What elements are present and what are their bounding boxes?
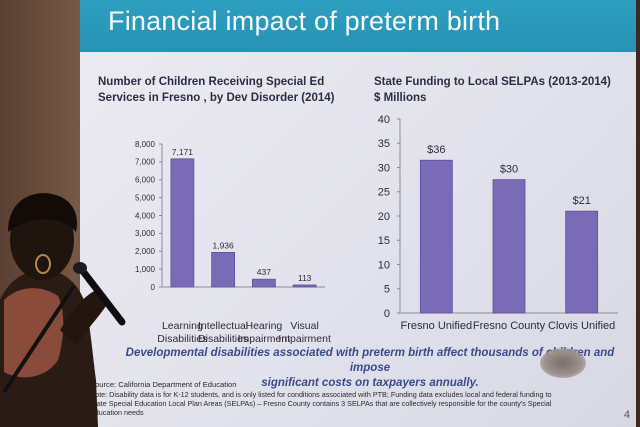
selpa-funding-bar-chart: 0 5 10 15 20 25 30 35 40 $36 Fresno Unified $30 Fres… (378, 114, 618, 332)
category-label: Disabilities (157, 333, 207, 345)
slide-tagline: Developmental disabilities associated wi… (110, 346, 630, 391)
y-tick-label: 0 (151, 283, 156, 292)
y-tick-label: 25 (378, 187, 390, 199)
bar (565, 210, 599, 314)
y-tick-label: 6,000 (135, 176, 156, 185)
y-tick-label: 15 (378, 235, 390, 247)
bar (211, 251, 236, 288)
source-note: Source: California Department of Educati… (90, 380, 237, 389)
bar (292, 284, 317, 288)
y-tick-label: 20 (378, 211, 390, 223)
data-label: $36 (427, 144, 445, 156)
category-label: Clovis Unified (548, 320, 615, 332)
data-label: 1,936 (212, 240, 234, 250)
y-tick-label: 30 (378, 162, 390, 174)
y-tick-label: 1,000 (135, 265, 156, 274)
category-label: Fresno County (473, 320, 546, 332)
note-line1: Note: Disability data is for K-12 studen… (90, 390, 552, 399)
left-chart-heading-line1: Number of Children Receiving Special Ed (98, 76, 325, 88)
right-chart-heading-line2: $ Millions (374, 92, 427, 104)
right-chart-heading: State Funding to Local SELPAs (2013-2014… (374, 74, 611, 106)
category-label: Disabilities (198, 333, 248, 345)
slide-title-banner: Financial impact of preterm birth (80, 0, 636, 52)
y-tick-label: 0 (384, 308, 390, 320)
tagline-line1: Developmental disabilities associated wi… (125, 347, 615, 374)
y-tick-label: 10 (378, 259, 390, 271)
room-background (0, 0, 90, 427)
right-chart-heading-line1: State Funding to Local SELPAs (2013-2014… (374, 76, 611, 88)
y-tick-label: 4,000 (135, 211, 156, 220)
category-label: Impairment (278, 333, 331, 345)
y-tick-label: 35 (378, 138, 390, 150)
y-tick-label: 8,000 (135, 140, 156, 149)
special-ed-bar-chart: 0 1,000 2,000 3,000 4,000 5,000 6,000 7,000 8,00… (135, 140, 331, 345)
bar (251, 278, 276, 288)
slide-page-number: 4 (623, 409, 630, 421)
bar (492, 179, 526, 314)
projector-smudge (540, 348, 586, 378)
y-tick-label: 3,000 (135, 229, 156, 238)
left-chart-heading-line2: Services in Fresno , by Dev Disorder (20… (98, 92, 335, 104)
tagline-line2: significant costs on taxpayers annually. (261, 377, 479, 389)
category-label: Hearing (245, 320, 282, 332)
data-label: $30 (500, 164, 518, 176)
left-chart-heading: Number of Children Receiving Special Ed … (98, 74, 335, 106)
bar (170, 158, 195, 288)
y-tick-label: 2,000 (135, 247, 156, 256)
data-label: 113 (298, 273, 312, 283)
note-line2: State Special Education Local Plan Areas… (90, 399, 552, 408)
y-tick-label: 5 (384, 284, 390, 296)
data-label: 7,171 (172, 147, 194, 157)
projected-slide: Financial impact of preterm birth Number… (80, 0, 636, 427)
bar (419, 159, 453, 314)
category-label: Fresno Unified (401, 320, 473, 332)
category-label: Impairment (238, 333, 291, 345)
slide-title: Financial impact of preterm birth (108, 6, 501, 36)
category-label: Intellectual (198, 320, 248, 332)
y-tick-label: 7,000 (135, 158, 156, 167)
y-tick-label: 40 (378, 114, 390, 126)
slide-footnote: Source: California Department of Educati… (90, 380, 551, 417)
note-line3: Education needs (90, 408, 144, 417)
data-label: $21 (572, 195, 590, 207)
y-tick-label: 5,000 (135, 193, 156, 202)
category-label: Visual (290, 320, 318, 332)
category-label: Learning (162, 320, 203, 332)
data-label: 437 (257, 267, 271, 277)
